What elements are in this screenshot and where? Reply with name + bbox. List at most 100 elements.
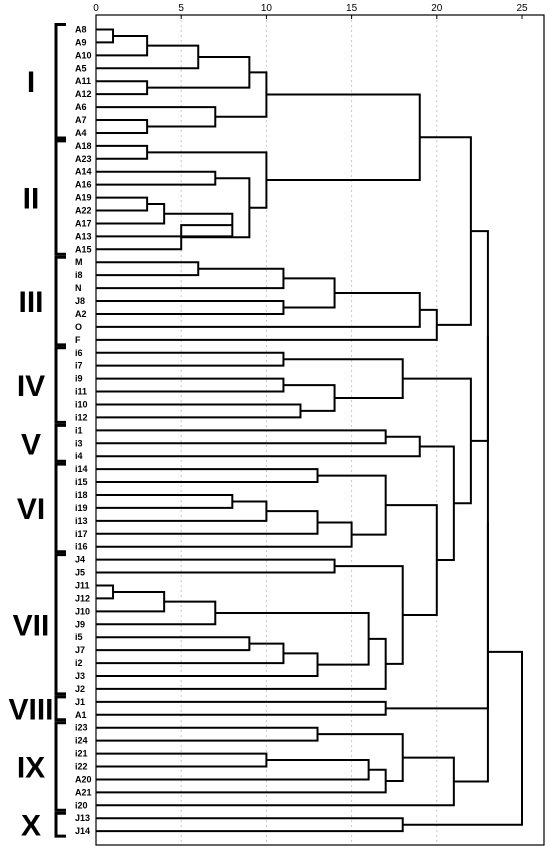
dendrogram-branch [283, 358, 404, 400]
dendrogram-branch [470, 230, 489, 442]
cluster-bracket [54, 139, 66, 256]
dendrogram-branch [283, 277, 336, 309]
dendrogram-branch [96, 584, 115, 600]
dendrogram-branch [96, 768, 387, 794]
cluster-bracket [54, 255, 66, 347]
leaf-label: A16 [75, 180, 92, 190]
x-tick-label: 25 [516, 3, 528, 14]
cluster-group-i: I [27, 23, 66, 140]
dendrogram-branch [96, 28, 115, 44]
dendrogram-branch [96, 267, 285, 290]
cluster-bracket [54, 695, 66, 722]
dendrogram-branch [96, 106, 217, 128]
dendrogram-branch [419, 136, 472, 326]
dendrogram-branch [96, 170, 217, 186]
dendrogram-branch [96, 817, 404, 833]
x-tick-label: 10 [261, 3, 273, 14]
leaf-label: A23 [75, 154, 92, 164]
dendrogram-branch [96, 558, 336, 574]
leaf-label: A12 [75, 89, 92, 99]
leaf-label: A6 [75, 102, 87, 112]
dendrogram-branch [266, 93, 421, 182]
cluster-label: VIII [8, 693, 53, 726]
cluster-group-vi: VI [17, 462, 66, 554]
dendrogram-branch [96, 600, 217, 626]
cluster-label: VII [13, 609, 50, 642]
cluster-group-ix: IX [17, 721, 66, 812]
leaf-label: i4 [75, 451, 83, 461]
leaf-label: J14 [75, 826, 90, 836]
leaf-label: M [75, 257, 83, 267]
cluster-label: I [27, 66, 35, 99]
dendrogram-branch [96, 435, 421, 458]
cluster-group-x: X [21, 810, 66, 843]
leaf-label: i5 [75, 632, 83, 642]
dendrogram-branch [317, 733, 404, 783]
dendrogram-branch [96, 510, 319, 535]
leaf-label: i19 [75, 503, 88, 513]
leaf-label: i13 [75, 516, 88, 526]
dendrogram-branch [96, 759, 370, 781]
leaf-label: A7 [75, 115, 87, 125]
dendrogram-branch [402, 650, 523, 826]
dendrogram-branch [96, 590, 166, 613]
x-axis-ticks: 0 5 10 15 20 25 [93, 3, 528, 19]
cluster-label: II [23, 183, 40, 216]
leaf-label: i18 [75, 490, 88, 500]
leaf-label: J7 [75, 645, 85, 655]
leaf-label: i12 [75, 412, 88, 422]
leaf-label: A9 [75, 37, 87, 47]
cluster-group-v: V [21, 423, 66, 463]
cluster-label: VI [17, 493, 45, 526]
dendrogram-branch [96, 468, 319, 484]
leaf-label: F [75, 335, 81, 345]
cluster-label: III [18, 286, 43, 319]
leaf-label: i23 [75, 723, 88, 733]
leaf-label: A11 [75, 76, 91, 86]
leaf-label: A15 [75, 244, 92, 254]
leaf-label: A5 [75, 63, 87, 73]
dendrogram-branch [96, 203, 166, 225]
leaf-label: i16 [75, 542, 88, 552]
dendrogram-branch [96, 636, 251, 652]
leaf-label: A1 [75, 710, 87, 720]
dendrogram-branch [96, 700, 387, 716]
leaf-label: i1 [75, 425, 83, 435]
cluster-bracket [54, 23, 66, 140]
dendrogram-branch [96, 291, 421, 328]
dendrogram-branch [283, 384, 336, 412]
leaf-label: i2 [75, 658, 83, 668]
dendrogram-branch [96, 377, 285, 393]
leaf-label: i15 [75, 477, 88, 487]
cluster-bracket [54, 553, 66, 696]
leaf-label: J13 [75, 813, 90, 823]
leaf-label: A14 [75, 167, 92, 177]
dendrogram-branch [385, 504, 438, 616]
x-tick-label: 0 [93, 3, 99, 14]
cluster-group-ii: II [23, 139, 66, 256]
cluster-bracket [54, 721, 66, 812]
leaf-label: J12 [75, 593, 90, 603]
leaf-label: A4 [75, 128, 87, 138]
leaf-label: N [75, 283, 82, 293]
dendrogram-branch [181, 177, 251, 239]
leaf-label: J3 [75, 671, 85, 681]
leaf-label: i14 [75, 464, 88, 474]
cluster-group-iii: III [18, 255, 66, 347]
cluster-group-iv: IV [17, 346, 66, 424]
dendrogram-branch [215, 611, 370, 666]
leaf-label: i24 [75, 736, 88, 746]
leaf-label: i11 [75, 387, 87, 397]
leaf-label: J4 [75, 555, 85, 565]
cluster-label: IX [17, 752, 45, 785]
cluster-label: X [21, 810, 41, 843]
dendrogram-branch [96, 493, 234, 509]
cluster-bracket [54, 811, 66, 838]
dendrogram-branch [96, 351, 285, 367]
leaf-label: i8 [75, 270, 83, 280]
cluster-group-viii: VIII [8, 693, 66, 726]
cluster-bracket [54, 423, 66, 463]
leaf-label: A19 [75, 193, 92, 203]
